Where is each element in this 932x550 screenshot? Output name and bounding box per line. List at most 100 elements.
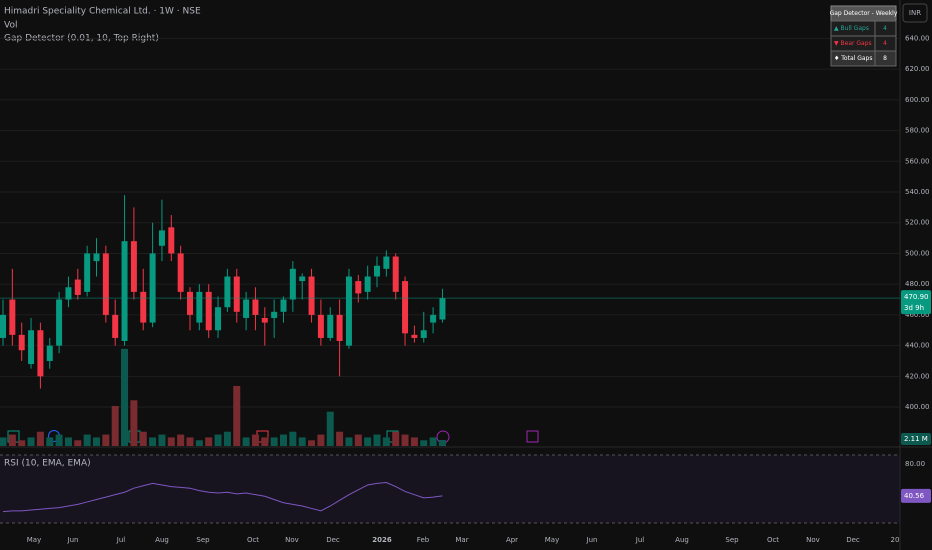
y-tick-label: 400.00 — [905, 403, 930, 411]
candle-body — [364, 276, 371, 292]
y-tick-label: 500.00 — [905, 249, 930, 257]
volume-bar — [121, 348, 129, 446]
volume-bar — [242, 437, 250, 446]
candle-body — [187, 291, 193, 315]
y-tick-label: 580.00 — [905, 127, 930, 135]
event-icon[interactable] — [526, 430, 539, 443]
rsi-tick-label: 80.00 — [905, 460, 925, 468]
candle-body — [411, 334, 418, 338]
gap-table-label: ▼ Bear Gaps — [834, 40, 872, 47]
chart-title: Himadri Speciality Chemical Ltd. · 1W · … — [4, 7, 201, 17]
candle-body — [420, 330, 427, 338]
x-tick-label: Jul — [116, 536, 126, 544]
y-tick-label: 520.00 — [905, 219, 930, 227]
volume-bar — [195, 440, 203, 446]
candle-body — [308, 276, 315, 315]
candle-body — [0, 314, 6, 338]
volume-bar — [130, 400, 138, 446]
x-tick-label: Sep — [725, 536, 739, 544]
volume-bar — [18, 440, 26, 446]
x-tick-label: Feb — [417, 536, 430, 544]
volume-bar — [233, 386, 241, 446]
x-tick-label: Nov — [806, 536, 820, 544]
gap-table-value: 4 — [883, 40, 887, 47]
y-tick-label: 620.00 — [905, 65, 930, 73]
x-tick-label: Aug — [155, 536, 169, 544]
indicator-label: Vol — [4, 21, 17, 31]
volume-bar — [354, 434, 362, 446]
volume-bar — [46, 437, 54, 446]
volume-bar — [158, 434, 166, 446]
volume-bar — [93, 437, 100, 446]
volume-bar — [326, 411, 334, 446]
candle-body — [177, 253, 184, 292]
candle-body — [271, 311, 278, 318]
volume-bar — [308, 440, 316, 446]
rsi-line — [2, 482, 443, 513]
candle-body — [46, 345, 53, 361]
candle-body — [430, 314, 437, 323]
x-tick-label: May — [27, 536, 41, 544]
volume-bar — [8, 434, 16, 446]
volume-bar — [364, 437, 372, 446]
candle-body — [383, 256, 390, 269]
candle-body — [374, 265, 380, 277]
candle-body — [121, 241, 128, 342]
y-tick-label: 600.00 — [905, 96, 930, 104]
candle-body — [196, 291, 203, 323]
volume-bar — [373, 434, 381, 446]
volume-bar — [0, 437, 7, 446]
countdown: 3d 9h — [904, 304, 924, 312]
candle-body — [56, 299, 63, 346]
candle-body — [37, 330, 44, 377]
candle-body — [112, 314, 119, 338]
y-tick-label: 480.00 — [905, 280, 930, 288]
candle-body — [355, 281, 362, 294]
volume-bar — [382, 437, 390, 446]
volume-bar — [102, 434, 110, 446]
x-tick-label: Jun — [586, 536, 598, 544]
x-tick-label: Aug — [675, 536, 689, 544]
volume-bar — [345, 437, 353, 446]
volume-bar — [111, 406, 119, 446]
x-tick-label: Mar — [455, 536, 468, 544]
candle-body — [149, 253, 156, 323]
candle-body — [336, 314, 343, 342]
currency[interactable]: INR — [909, 9, 921, 17]
candle-body — [65, 287, 72, 300]
currency-button[interactable] — [902, 3, 928, 23]
candle-body — [18, 334, 25, 351]
gap-table-label: ♦ Total Gaps — [834, 55, 872, 62]
x-tick-label: Dec — [846, 536, 860, 544]
candle-body — [215, 307, 222, 331]
rsi-title: RSI (10, EMA, EMA) — [4, 459, 91, 469]
candle-body — [168, 227, 175, 254]
last-price-box — [901, 290, 931, 315]
y-tick-label: 540.00 — [905, 188, 930, 196]
candle-body — [327, 314, 334, 338]
volume-bar — [280, 434, 287, 446]
rsi-last-label: 40.56 — [904, 492, 925, 500]
candle-body — [243, 299, 250, 318]
volume-bar — [317, 434, 325, 446]
volume-label: 2.11 M — [904, 435, 928, 443]
candle-body — [392, 256, 399, 292]
volume-label-box — [901, 433, 931, 445]
candle-body — [130, 241, 137, 292]
y-tick-label: 560.00 — [905, 157, 930, 165]
y-tick-label: 640.00 — [905, 34, 930, 42]
candle-body — [224, 276, 231, 308]
volume-bar — [270, 437, 278, 446]
volume-bar — [298, 437, 306, 446]
x-tick-label: Oct — [247, 536, 259, 544]
x-tick-label: Oct — [767, 536, 779, 544]
gap-table-label: ▲ Bull Gaps — [834, 25, 869, 32]
x-tick-label: 2026 — [372, 536, 392, 544]
y-tick-label: 420.00 — [905, 372, 930, 380]
volume-bar — [420, 440, 428, 446]
candle-body — [280, 299, 287, 312]
volume-bar — [167, 437, 175, 446]
gap-table-row — [830, 50, 897, 67]
